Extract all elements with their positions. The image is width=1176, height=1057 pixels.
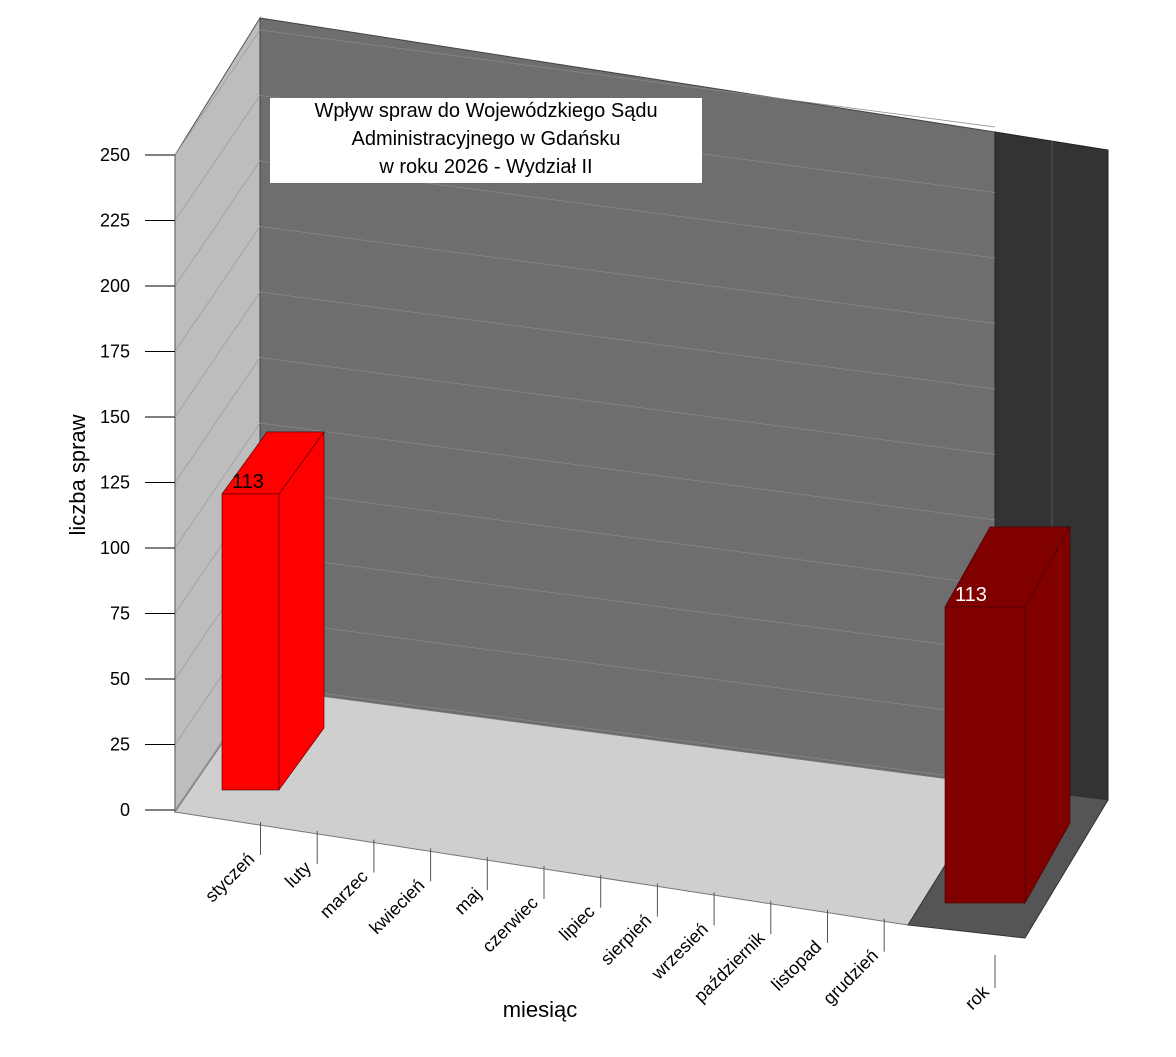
bar	[944, 606, 1026, 904]
y-tick-label: 50	[110, 669, 130, 689]
grid-line	[174, 226, 261, 352]
data-label: 113	[955, 584, 987, 606]
grid-line	[259, 553, 996, 652]
data-label: 113	[232, 471, 264, 493]
y-tick-label: 225	[100, 211, 130, 231]
grid-line	[174, 95, 261, 221]
y-axis-label: liczba spraw	[65, 414, 90, 535]
bar	[221, 493, 280, 791]
x-tick-label: listopad	[767, 937, 825, 995]
grid-line	[259, 226, 996, 324]
x-tick-label: rok	[961, 981, 994, 1014]
x-tick-label: wrzesień	[647, 919, 712, 984]
x-tick-label: czerwiec	[478, 893, 542, 957]
grid-line	[259, 357, 996, 455]
grid-line	[259, 291, 996, 390]
x-tick-label: lipiec	[555, 901, 598, 944]
y-tick-label: 75	[110, 604, 130, 624]
x-tick-label: styczeń	[201, 849, 258, 906]
x-tick-label: maj	[450, 884, 485, 919]
bar-side	[278, 431, 325, 791]
y-tick-label: 250	[100, 145, 130, 165]
chart-title: w roku 2026 - Wydział II	[378, 156, 592, 178]
title-box	[270, 98, 702, 183]
grid-line	[174, 291, 261, 418]
grid-line	[259, 29, 996, 128]
grid-line	[259, 488, 996, 586]
grid-line	[259, 684, 996, 783]
x-tick-label: marzec	[316, 866, 372, 922]
y-tick-label: 0	[120, 800, 130, 820]
y-tick-label: 175	[100, 342, 130, 362]
grid-line	[174, 29, 261, 156]
x-tick-label: luty	[281, 857, 315, 891]
grid-line	[259, 422, 996, 521]
grid-line	[174, 357, 261, 483]
x-tick-label: sierpień	[597, 910, 656, 969]
y-tick-label: 125	[100, 473, 130, 493]
y-tick-label: 100	[100, 538, 130, 558]
x-tick-label: kwiecień	[365, 875, 428, 938]
chart-title: Wpływ spraw do Wojewódzkiego Sądu	[314, 100, 657, 122]
grid-line	[174, 422, 261, 549]
y-tick-label: 150	[100, 407, 130, 427]
y-tick-label: 25	[110, 735, 130, 755]
grid-line	[259, 619, 996, 717]
y-tick-label: 200	[100, 276, 130, 296]
x-tick-label: grudzień	[819, 945, 882, 1008]
chart-title: Administracyjnego w Gdańsku	[351, 128, 620, 150]
grid-line	[174, 160, 261, 287]
x-axis-label: miesiąc	[503, 997, 578, 1022]
